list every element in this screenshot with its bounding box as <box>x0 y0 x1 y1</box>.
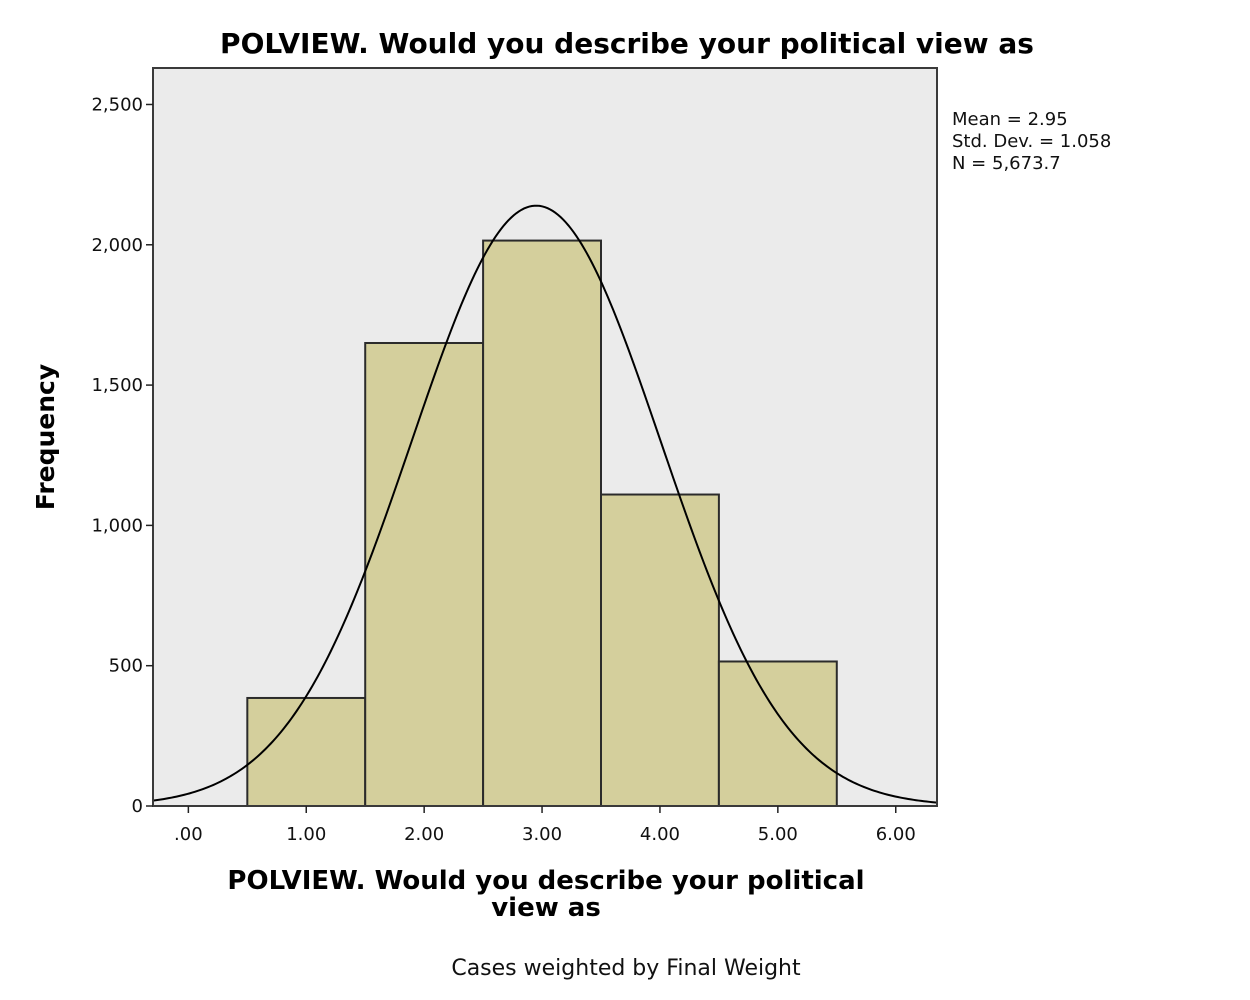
x-tick-label: .00 <box>174 824 203 845</box>
histogram-bar <box>482 239 602 807</box>
x-tick-label: 4.00 <box>640 824 680 845</box>
histogram-bar <box>246 696 367 807</box>
histogram-bars <box>246 239 838 807</box>
x-axis-label-line-1: POLVIEW. Would you describe your politic… <box>227 866 864 896</box>
x-tick-label: 3.00 <box>522 824 562 845</box>
x-axis: .00 1.00 2.00 3.00 4.00 5.00 6.00 <box>174 806 916 845</box>
x-tick-label: 5.00 <box>758 824 798 845</box>
stat-mean: Mean = 2.95 <box>952 109 1068 130</box>
x-tick-label: 2.00 <box>404 824 444 845</box>
stat-n: N = 5,673.7 <box>952 153 1061 174</box>
weighting-footnote: Cases weighted by Final Weight <box>451 956 801 981</box>
normal-curve <box>152 204 938 804</box>
plot-frame <box>152 67 938 807</box>
x-tick-label: 1.00 <box>286 824 326 845</box>
histogram-bar <box>364 341 485 807</box>
y-tick-label: 0 <box>132 796 143 817</box>
histogram-bar <box>717 660 838 807</box>
stat-std-dev: Std. Dev. = 1.058 <box>952 131 1111 152</box>
y-tick-label: 1,000 <box>91 515 143 536</box>
y-tick-label: 500 <box>109 656 143 677</box>
stats-box: Mean = 2.95 Std. Dev. = 1.058 N = 5,673.… <box>952 109 1111 174</box>
x-tick-label: 6.00 <box>876 824 916 845</box>
y-tick-label: 2,500 <box>91 94 143 115</box>
x-axis-label-line-2: view as <box>491 893 601 923</box>
y-axis: 0 500 1,000 1,500 2,000 2,500 <box>91 94 153 817</box>
chart-title: POLVIEW. Would you describe your politic… <box>220 27 1034 60</box>
y-tick-label: 2,000 <box>91 235 143 256</box>
histogram-bar <box>600 493 720 807</box>
y-tick-label: 1,500 <box>91 375 143 396</box>
y-axis-label: Frequency <box>31 364 60 510</box>
